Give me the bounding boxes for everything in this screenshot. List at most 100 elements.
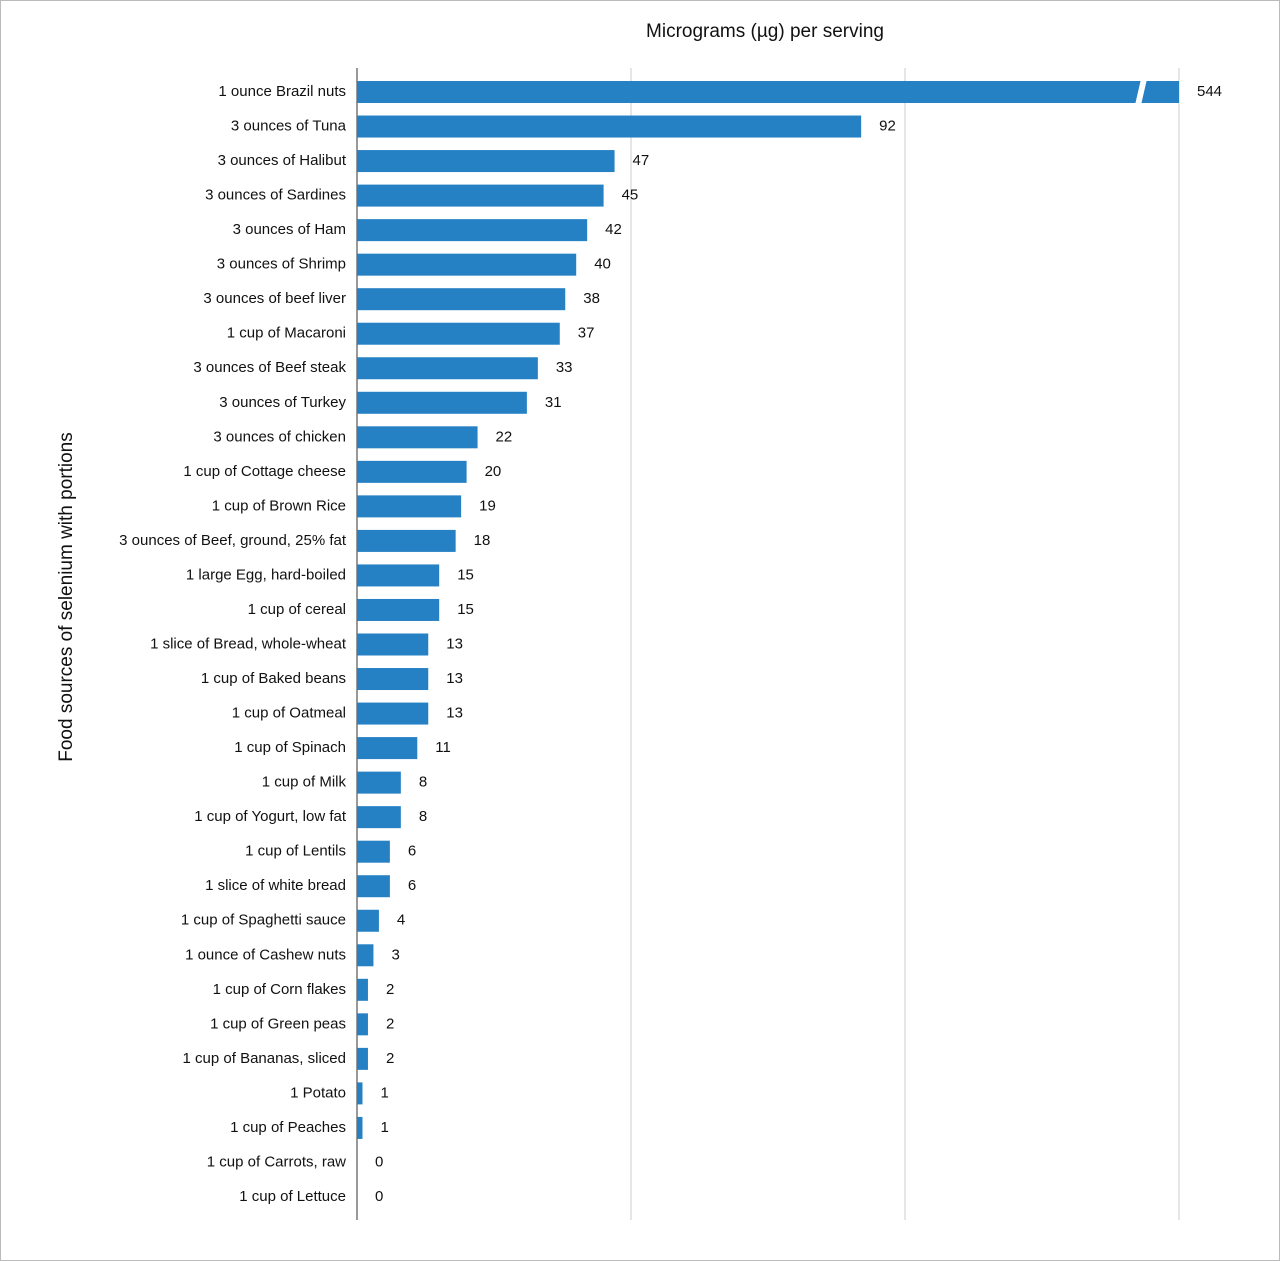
bar (357, 184, 604, 207)
value-label: 47 (633, 152, 650, 169)
chart-title: Micrograms (µg) per serving (646, 21, 884, 42)
bar (357, 150, 615, 173)
y-tick-label: 1 cup of Carrots, raw (207, 1153, 346, 1170)
y-tick-label: 1 cup of Oatmeal (232, 705, 346, 722)
y-tick-label: 1 cup of cereal (248, 601, 346, 618)
y-tick-label: 3 ounces of Shrimp (217, 256, 346, 273)
y-tick-label: 1 large Egg, hard-boiled (186, 566, 346, 583)
value-label: 15 (457, 601, 474, 618)
y-tick-label: 3 ounces of Tuna (231, 118, 347, 135)
y-tick-label: 1 cup of Yogurt, low fat (194, 808, 347, 825)
y-tick-label: 3 ounces of Ham (233, 221, 346, 238)
value-label: 45 (622, 187, 639, 204)
bar (357, 529, 456, 552)
value-label: 1 (380, 1084, 388, 1101)
bar (357, 668, 429, 691)
value-label: 2 (386, 1050, 394, 1067)
value-label: 37 (578, 325, 595, 342)
value-label: 0 (375, 1153, 383, 1170)
y-tick-label: 1 cup of Baked beans (201, 670, 346, 687)
bar (357, 357, 538, 380)
value-label: 13 (446, 635, 463, 652)
value-label: 13 (446, 705, 463, 722)
bar (357, 598, 440, 621)
bar (357, 1116, 363, 1139)
value-label: 20 (485, 463, 502, 480)
bar (357, 1013, 368, 1036)
y-tick-label: 1 cup of Green peas (210, 1015, 346, 1032)
y-tick-label: 1 cup of Milk (262, 774, 347, 791)
value-label: 19 (479, 497, 496, 514)
value-label: 8 (419, 774, 427, 791)
bar (357, 322, 560, 345)
bar (357, 771, 401, 794)
y-tick-label: 3 ounces of Halibut (218, 152, 347, 169)
bar (357, 253, 577, 276)
value-label: 11 (435, 739, 451, 756)
y-tick-label: 1 cup of Lettuce (239, 1188, 346, 1205)
bar (357, 81, 1179, 103)
value-label: 2 (386, 1015, 394, 1032)
bar (357, 564, 440, 587)
value-label: 2 (386, 981, 394, 998)
bar (357, 909, 379, 932)
value-label: 15 (457, 566, 474, 583)
bar (357, 391, 527, 414)
bar (357, 978, 368, 1001)
y-tick-label: 1 Potato (290, 1084, 346, 1101)
bar (357, 944, 374, 967)
y-tick-label: 3 ounces of Beef, ground, 25% fat (119, 532, 347, 549)
bar (357, 737, 418, 760)
bar (357, 1047, 368, 1070)
y-tick-label: 1 slice of white bread (205, 877, 346, 894)
bar (357, 633, 429, 656)
axis-break (1135, 79, 1147, 105)
value-label: 8 (419, 808, 427, 825)
value-label: 0 (375, 1188, 383, 1205)
value-label: 6 (408, 877, 416, 894)
y-tick-label: 1 cup of Macaroni (227, 325, 346, 342)
value-label: 38 (583, 290, 600, 307)
bar (357, 115, 862, 138)
value-label: 4 (397, 912, 405, 929)
value-label: 18 (474, 532, 491, 549)
value-label: 1 (380, 1119, 388, 1136)
y-tick-label: 1 cup of Cottage cheese (183, 463, 346, 480)
value-label: 42 (605, 221, 622, 238)
y-tick-label: 1 cup of Spaghetti sauce (181, 912, 346, 929)
y-tick-label: 3 ounces of chicken (213, 428, 346, 445)
y-axis-label: Food sources of selenium with portions (56, 432, 77, 762)
y-tick-label: 1 slice of Bread, whole-wheat (150, 635, 347, 652)
value-label: 544 (1197, 83, 1222, 100)
y-tick-label: 3 ounces of beef liver (203, 290, 346, 307)
value-label: 3 (391, 946, 399, 963)
bar (357, 875, 390, 898)
y-tick-label: 3 ounces of Sardines (205, 187, 346, 204)
bar (357, 702, 429, 725)
y-tick-label: 1 cup of Peaches (230, 1119, 346, 1136)
bar (357, 288, 566, 311)
value-label: 22 (496, 428, 513, 445)
y-tick-label: 1 cup of Corn flakes (213, 981, 346, 998)
y-tick-label: 3 ounces of Turkey (219, 394, 346, 411)
bar (357, 426, 478, 449)
bar (357, 495, 462, 518)
bar (357, 1082, 363, 1105)
bar (357, 219, 588, 242)
value-label: 31 (545, 394, 562, 411)
y-tick-label: 1 ounce of Cashew nuts (185, 946, 346, 963)
value-label: 92 (879, 118, 896, 135)
value-label: 6 (408, 843, 416, 860)
y-tick-label: 1 ounce Brazil nuts (218, 83, 346, 100)
value-label: 33 (556, 359, 573, 376)
y-tick-label: 3 ounces of Beef steak (193, 359, 346, 376)
bar (357, 806, 401, 829)
y-tick-label: 1 cup of Spinach (234, 739, 346, 756)
bar (357, 460, 467, 483)
bar (357, 840, 390, 863)
y-tick-label: 1 cup of Brown Rice (212, 497, 346, 514)
value-label: 13 (446, 670, 463, 687)
y-tick-label: 1 cup of Bananas, sliced (183, 1050, 346, 1067)
